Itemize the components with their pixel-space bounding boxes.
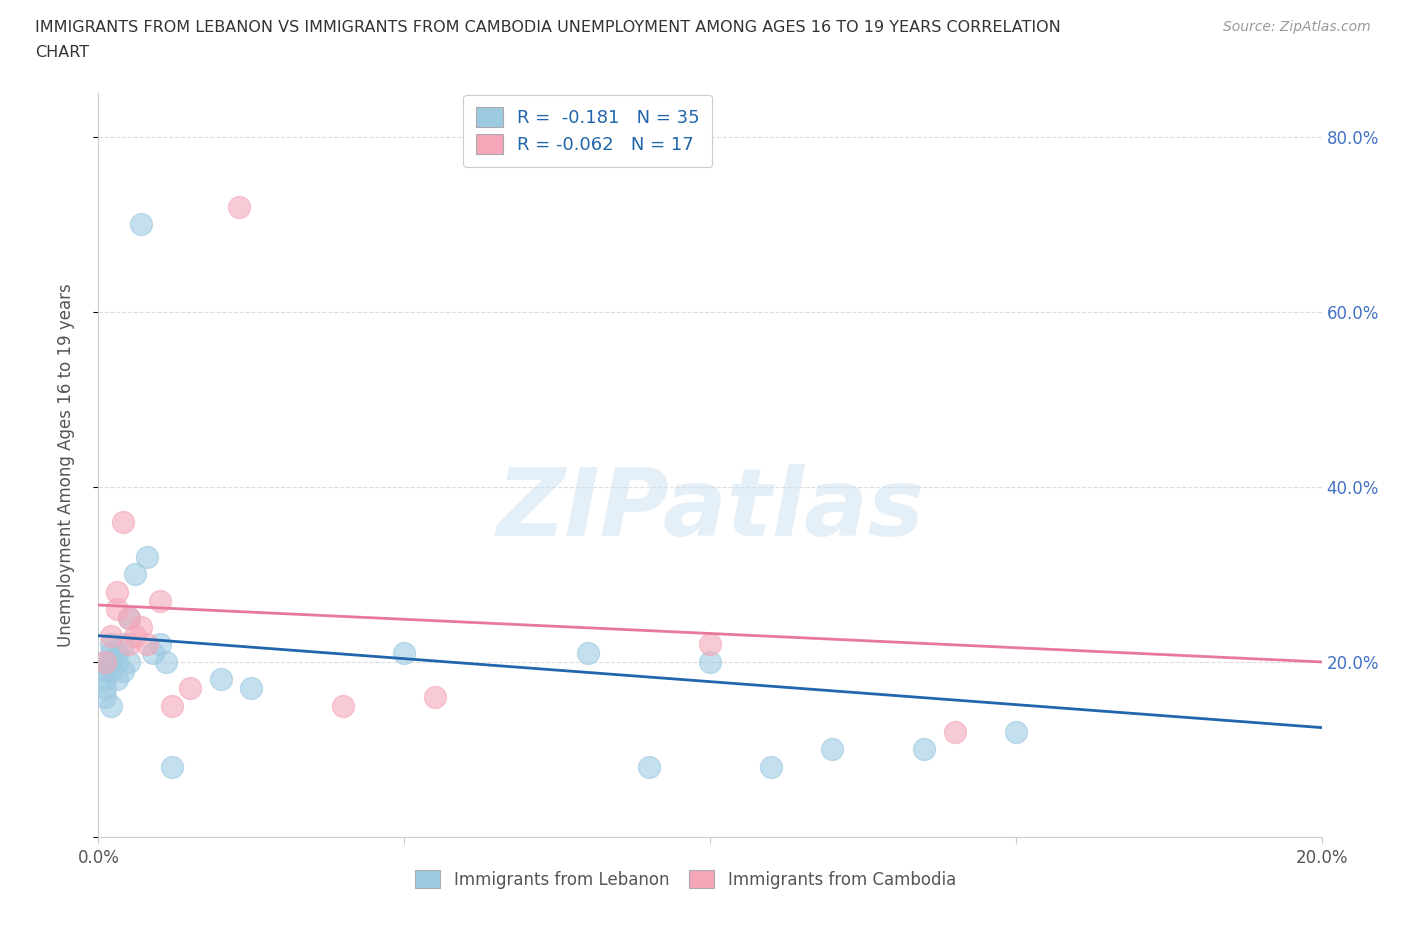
Point xyxy=(93,655,115,670)
Point xyxy=(111,663,134,678)
Point xyxy=(136,637,159,652)
Point xyxy=(100,655,122,670)
Point xyxy=(699,637,721,652)
Point xyxy=(155,655,177,670)
Point xyxy=(105,645,128,660)
Point xyxy=(100,629,122,644)
Point xyxy=(100,637,122,652)
Point xyxy=(149,637,172,652)
Point xyxy=(111,637,134,652)
Point xyxy=(93,672,115,687)
Point xyxy=(105,602,128,617)
Legend: Immigrants from Lebanon, Immigrants from Cambodia: Immigrants from Lebanon, Immigrants from… xyxy=(409,864,963,896)
Point xyxy=(111,514,134,529)
Point xyxy=(759,760,782,775)
Point xyxy=(118,611,141,626)
Point xyxy=(332,698,354,713)
Point xyxy=(179,681,201,696)
Point xyxy=(93,655,115,670)
Text: CHART: CHART xyxy=(35,45,89,60)
Point xyxy=(100,698,122,713)
Point xyxy=(423,689,446,704)
Point xyxy=(129,217,152,232)
Point xyxy=(149,593,172,608)
Point xyxy=(124,629,146,644)
Point xyxy=(136,550,159,565)
Point xyxy=(943,724,966,739)
Point xyxy=(160,698,183,713)
Point xyxy=(118,637,141,652)
Point xyxy=(228,199,250,214)
Point xyxy=(124,567,146,582)
Point xyxy=(142,645,165,660)
Point xyxy=(209,672,232,687)
Point xyxy=(118,655,141,670)
Text: Source: ZipAtlas.com: Source: ZipAtlas.com xyxy=(1223,20,1371,34)
Point xyxy=(100,645,122,660)
Point xyxy=(129,619,152,634)
Point xyxy=(100,663,122,678)
Point xyxy=(576,645,599,660)
Point xyxy=(821,742,844,757)
Point xyxy=(240,681,263,696)
Point xyxy=(118,611,141,626)
Point xyxy=(93,663,115,678)
Point xyxy=(105,672,128,687)
Point xyxy=(392,645,416,660)
Text: IMMIGRANTS FROM LEBANON VS IMMIGRANTS FROM CAMBODIA UNEMPLOYMENT AMONG AGES 16 T: IMMIGRANTS FROM LEBANON VS IMMIGRANTS FR… xyxy=(35,20,1062,35)
Point xyxy=(637,760,661,775)
Text: ZIPatlas: ZIPatlas xyxy=(496,464,924,555)
Point xyxy=(105,584,128,599)
Point xyxy=(160,760,183,775)
Point xyxy=(1004,724,1026,739)
Point xyxy=(93,689,115,704)
Point xyxy=(93,681,115,696)
Point xyxy=(105,655,128,670)
Point xyxy=(699,655,721,670)
Y-axis label: Unemployment Among Ages 16 to 19 years: Unemployment Among Ages 16 to 19 years xyxy=(56,283,75,647)
Point xyxy=(912,742,935,757)
